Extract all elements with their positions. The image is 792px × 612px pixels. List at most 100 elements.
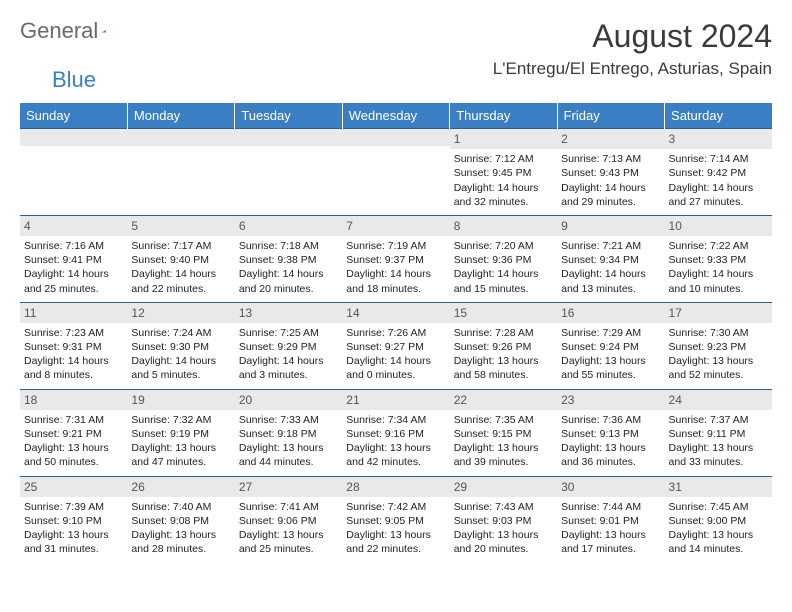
day-number: 27 [235, 477, 342, 497]
calendar-day-cell: 23Sunrise: 7:36 AMSunset: 9:13 PMDayligh… [557, 389, 664, 476]
sunrise-line: Sunrise: 7:37 AM [669, 413, 768, 427]
daylight-line: Daylight: 14 hours and 13 minutes. [561, 267, 660, 295]
sunrise-line: Sunrise: 7:33 AM [239, 413, 338, 427]
sunset-line: Sunset: 9:26 PM [454, 340, 553, 354]
daylight-line: Daylight: 13 hours and 42 minutes. [346, 441, 445, 469]
sunset-line: Sunset: 9:38 PM [239, 253, 338, 267]
calendar-week-row: 11Sunrise: 7:23 AMSunset: 9:31 PMDayligh… [20, 302, 772, 389]
sunset-line: Sunset: 9:00 PM [669, 514, 768, 528]
sunrise-line: Sunrise: 7:13 AM [561, 152, 660, 166]
sunrise-line: Sunrise: 7:35 AM [454, 413, 553, 427]
sunrise-line: Sunrise: 7:23 AM [24, 326, 123, 340]
sunrise-line: Sunrise: 7:43 AM [454, 500, 553, 514]
sunset-line: Sunset: 9:11 PM [669, 427, 768, 441]
day-number: 19 [127, 390, 234, 410]
sunset-line: Sunset: 9:03 PM [454, 514, 553, 528]
daylight-line: Daylight: 14 hours and 32 minutes. [454, 181, 553, 209]
calendar-day-cell: 6Sunrise: 7:18 AMSunset: 9:38 PMDaylight… [235, 215, 342, 302]
sunrise-line: Sunrise: 7:32 AM [131, 413, 230, 427]
calendar-day-cell: 16Sunrise: 7:29 AMSunset: 9:24 PMDayligh… [557, 302, 664, 389]
calendar-week-row: 4Sunrise: 7:16 AMSunset: 9:41 PMDaylight… [20, 215, 772, 302]
daylight-line: Daylight: 13 hours and 28 minutes. [131, 528, 230, 556]
day-number: 28 [342, 477, 449, 497]
calendar-day-cell: 10Sunrise: 7:22 AMSunset: 9:33 PMDayligh… [665, 215, 772, 302]
calendar-day-cell: 14Sunrise: 7:26 AMSunset: 9:27 PMDayligh… [342, 302, 449, 389]
day-number: 2 [557, 129, 664, 149]
empty-day [235, 129, 342, 146]
sunrise-line: Sunrise: 7:28 AM [454, 326, 553, 340]
daylight-line: Daylight: 14 hours and 22 minutes. [131, 267, 230, 295]
sunset-line: Sunset: 9:33 PM [669, 253, 768, 267]
daylight-line: Daylight: 13 hours and 50 minutes. [24, 441, 123, 469]
day-number: 25 [20, 477, 127, 497]
logo-text-2: Blue [52, 67, 96, 93]
calendar-day-cell: 20Sunrise: 7:33 AMSunset: 9:18 PMDayligh… [235, 389, 342, 476]
calendar-day-cell: 9Sunrise: 7:21 AMSunset: 9:34 PMDaylight… [557, 215, 664, 302]
sunset-line: Sunset: 9:29 PM [239, 340, 338, 354]
calendar-day-cell [342, 129, 449, 216]
calendar-day-cell: 7Sunrise: 7:19 AMSunset: 9:37 PMDaylight… [342, 215, 449, 302]
calendar-day-cell: 21Sunrise: 7:34 AMSunset: 9:16 PMDayligh… [342, 389, 449, 476]
calendar-day-cell: 27Sunrise: 7:41 AMSunset: 9:06 PMDayligh… [235, 476, 342, 562]
sunrise-line: Sunrise: 7:12 AM [454, 152, 553, 166]
daylight-line: Daylight: 13 hours and 22 minutes. [346, 528, 445, 556]
day-number: 22 [450, 390, 557, 410]
sunrise-line: Sunrise: 7:36 AM [561, 413, 660, 427]
sunrise-line: Sunrise: 7:26 AM [346, 326, 445, 340]
sunset-line: Sunset: 9:45 PM [454, 166, 553, 180]
day-number: 12 [127, 303, 234, 323]
sunrise-line: Sunrise: 7:40 AM [131, 500, 230, 514]
daylight-line: Daylight: 13 hours and 25 minutes. [239, 528, 338, 556]
sunset-line: Sunset: 9:31 PM [24, 340, 123, 354]
daylight-line: Daylight: 14 hours and 3 minutes. [239, 354, 338, 382]
daylight-line: Daylight: 14 hours and 15 minutes. [454, 267, 553, 295]
calendar-day-cell: 25Sunrise: 7:39 AMSunset: 9:10 PMDayligh… [20, 476, 127, 562]
sunrise-line: Sunrise: 7:39 AM [24, 500, 123, 514]
daylight-line: Daylight: 14 hours and 25 minutes. [24, 267, 123, 295]
daylight-line: Daylight: 13 hours and 47 minutes. [131, 441, 230, 469]
empty-day [127, 129, 234, 146]
calendar-day-cell: 26Sunrise: 7:40 AMSunset: 9:08 PMDayligh… [127, 476, 234, 562]
day-number: 7 [342, 216, 449, 236]
sunset-line: Sunset: 9:15 PM [454, 427, 553, 441]
sunrise-line: Sunrise: 7:31 AM [24, 413, 123, 427]
sunset-line: Sunset: 9:21 PM [24, 427, 123, 441]
calendar-day-cell: 29Sunrise: 7:43 AMSunset: 9:03 PMDayligh… [450, 476, 557, 562]
sunrise-line: Sunrise: 7:18 AM [239, 239, 338, 253]
daylight-line: Daylight: 13 hours and 14 minutes. [669, 528, 768, 556]
daylight-line: Daylight: 13 hours and 17 minutes. [561, 528, 660, 556]
day-number: 16 [557, 303, 664, 323]
daylight-line: Daylight: 13 hours and 58 minutes. [454, 354, 553, 382]
day-number: 14 [342, 303, 449, 323]
calendar-day-cell: 17Sunrise: 7:30 AMSunset: 9:23 PMDayligh… [665, 302, 772, 389]
day-number: 5 [127, 216, 234, 236]
calendar-day-cell: 30Sunrise: 7:44 AMSunset: 9:01 PMDayligh… [557, 476, 664, 562]
sunset-line: Sunset: 9:08 PM [131, 514, 230, 528]
weekday-header: Thursday [450, 103, 557, 129]
calendar-day-cell: 24Sunrise: 7:37 AMSunset: 9:11 PMDayligh… [665, 389, 772, 476]
logo-triangle-icon [102, 22, 106, 40]
weekday-header: Saturday [665, 103, 772, 129]
month-title: August 2024 [493, 18, 772, 55]
calendar-day-cell: 3Sunrise: 7:14 AMSunset: 9:42 PMDaylight… [665, 129, 772, 216]
sunset-line: Sunset: 9:27 PM [346, 340, 445, 354]
logo: General [20, 18, 126, 44]
empty-day [20, 129, 127, 146]
empty-day [342, 129, 449, 146]
sunrise-line: Sunrise: 7:41 AM [239, 500, 338, 514]
day-number: 17 [665, 303, 772, 323]
sunrise-line: Sunrise: 7:30 AM [669, 326, 768, 340]
daylight-line: Daylight: 14 hours and 27 minutes. [669, 181, 768, 209]
day-number: 24 [665, 390, 772, 410]
calendar-day-cell: 22Sunrise: 7:35 AMSunset: 9:15 PMDayligh… [450, 389, 557, 476]
daylight-line: Daylight: 14 hours and 10 minutes. [669, 267, 768, 295]
day-number: 31 [665, 477, 772, 497]
sunset-line: Sunset: 9:13 PM [561, 427, 660, 441]
calendar-day-cell: 31Sunrise: 7:45 AMSunset: 9:00 PMDayligh… [665, 476, 772, 562]
day-number: 15 [450, 303, 557, 323]
sunrise-line: Sunrise: 7:25 AM [239, 326, 338, 340]
sunrise-line: Sunrise: 7:21 AM [561, 239, 660, 253]
sunrise-line: Sunrise: 7:24 AM [131, 326, 230, 340]
day-number: 6 [235, 216, 342, 236]
sunset-line: Sunset: 9:43 PM [561, 166, 660, 180]
